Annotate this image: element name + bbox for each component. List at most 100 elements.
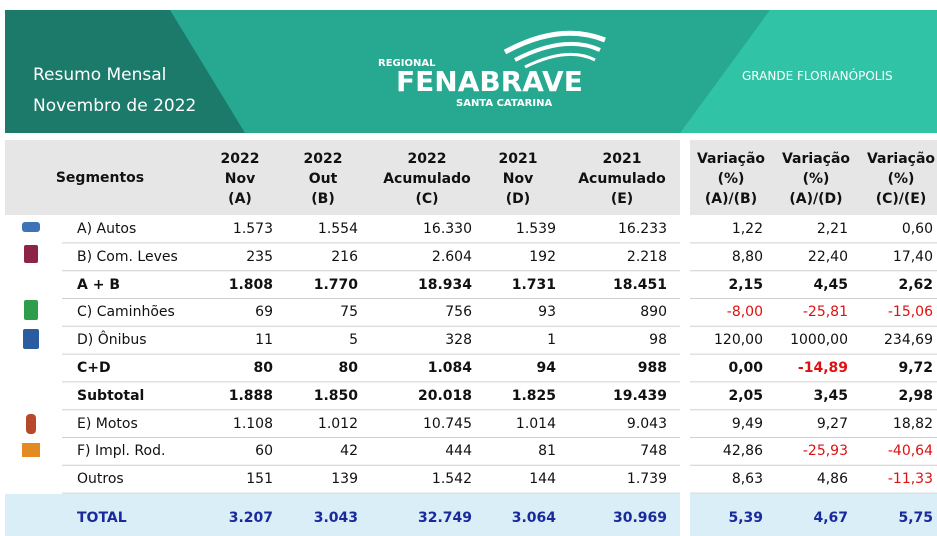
cell: 17,40 [892, 248, 933, 265]
cell: 20.018 [417, 387, 472, 404]
cell: 192 [529, 248, 556, 265]
cell: -8,00 [726, 304, 763, 321]
cell: -15,06 [887, 304, 933, 321]
column-header: Segmentos [55, 170, 145, 186]
column-header: 2022 [303, 151, 343, 167]
cell: 81 [538, 443, 556, 460]
cell: 216 [331, 248, 358, 265]
cell: 120,00 [714, 332, 763, 349]
column-header: (C) [415, 191, 439, 207]
cell: 18,82 [892, 415, 933, 432]
cell: -25,81 [802, 304, 848, 321]
cell: 1 [547, 332, 556, 349]
header-row-bg [5, 140, 680, 215]
cell: 1.808 [228, 276, 273, 293]
column-header: Out [308, 171, 338, 187]
cell: 3.043 [313, 510, 358, 526]
cell: 9.043 [626, 415, 667, 432]
cell: 1.542 [431, 471, 472, 488]
column-header: Acumulado [383, 171, 471, 187]
column-header: (A)/(D) [789, 191, 843, 207]
cell: 22,40 [807, 248, 848, 265]
cell: 756 [445, 304, 472, 321]
cell: 94 [536, 360, 556, 376]
title: Resumo Mensal [33, 65, 167, 85]
column-header: (A) [228, 191, 252, 207]
column-header: 2021 [498, 151, 538, 167]
cell: 8,80 [731, 248, 763, 265]
cell: 1.770 [313, 276, 358, 293]
cell: 5,39 [728, 510, 763, 526]
cell: 3.207 [228, 510, 273, 526]
column-header: (E) [610, 191, 634, 207]
cell: 890 [640, 304, 667, 321]
cell: 328 [445, 332, 472, 349]
cell: 69 [255, 304, 273, 321]
subtitle: Novembro de 2022 [33, 96, 197, 116]
cell: -11,33 [887, 471, 933, 488]
cell: 9,72 [898, 360, 933, 376]
cell: 11 [255, 332, 273, 349]
cell: 5,75 [898, 510, 933, 526]
column-header: (B) [311, 191, 335, 207]
logo-swoosh [503, 30, 606, 55]
cell: 8,63 [731, 471, 763, 488]
cell: 1.850 [313, 387, 358, 404]
cell: 4,67 [813, 510, 848, 526]
column-header: (%) [887, 171, 915, 187]
cell: 1.739 [626, 471, 667, 488]
cell: 2.604 [431, 248, 472, 265]
cell: 1.554 [317, 221, 358, 237]
column-header: Variação [696, 151, 766, 167]
logo-swoosh [524, 52, 596, 69]
cell: 75 [340, 304, 358, 321]
cell: 30.969 [612, 510, 667, 526]
cell: 98 [649, 332, 667, 349]
cell: 80 [338, 360, 358, 376]
cell: 1.014 [515, 415, 556, 432]
cell: 16.233 [618, 221, 667, 237]
column-header: 2021 [602, 151, 642, 167]
cell: 80 [253, 360, 273, 376]
cell: 1.573 [232, 221, 273, 237]
cell: 93 [538, 304, 556, 321]
row-label: TOTAL [77, 510, 127, 526]
cell: 1.012 [317, 415, 358, 432]
column-header: (A)/(B) [704, 191, 758, 207]
column-header: (%) [717, 171, 745, 187]
icon-truck [24, 300, 38, 320]
logo-bottom: SANTA CATARINA [456, 98, 553, 109]
cell: 2,98 [898, 387, 933, 404]
column-header: Acumulado [578, 171, 666, 187]
cell: -25,93 [802, 443, 848, 460]
cell: 32.749 [417, 510, 472, 526]
row-label: D) Ônibus [77, 332, 147, 349]
cell: 1000,00 [790, 332, 848, 349]
cell: 1.731 [511, 276, 556, 293]
column-header: Nov [502, 171, 534, 187]
row-label: C) Caminhões [77, 304, 175, 321]
cell: 0,60 [901, 221, 933, 237]
cell: 988 [637, 360, 667, 376]
logo-top: REGIONAL [378, 58, 436, 69]
icon-bus [23, 329, 39, 349]
cell: 4,86 [816, 471, 848, 488]
region: GRANDE FLORIANÓPOLIS [742, 69, 893, 83]
cell: 144 [529, 471, 556, 488]
row-label: C+D [77, 360, 111, 376]
column-header: (C)/(E) [875, 191, 927, 207]
header-left [5, 10, 245, 133]
column-header: (D) [505, 191, 531, 207]
header-right [680, 10, 937, 133]
icon-car [22, 222, 40, 232]
column-header: (%) [802, 171, 830, 187]
column-header: Variação [866, 151, 936, 167]
logo-swoosh [514, 41, 601, 62]
cell: 2,05 [728, 387, 763, 404]
cell: 60 [255, 443, 273, 460]
row-label: B) Com. Leves [77, 248, 178, 265]
cell: 10.745 [423, 415, 472, 432]
column-header: 2022 [407, 151, 447, 167]
icon-moto [26, 414, 36, 434]
cell: 0,00 [728, 360, 763, 376]
